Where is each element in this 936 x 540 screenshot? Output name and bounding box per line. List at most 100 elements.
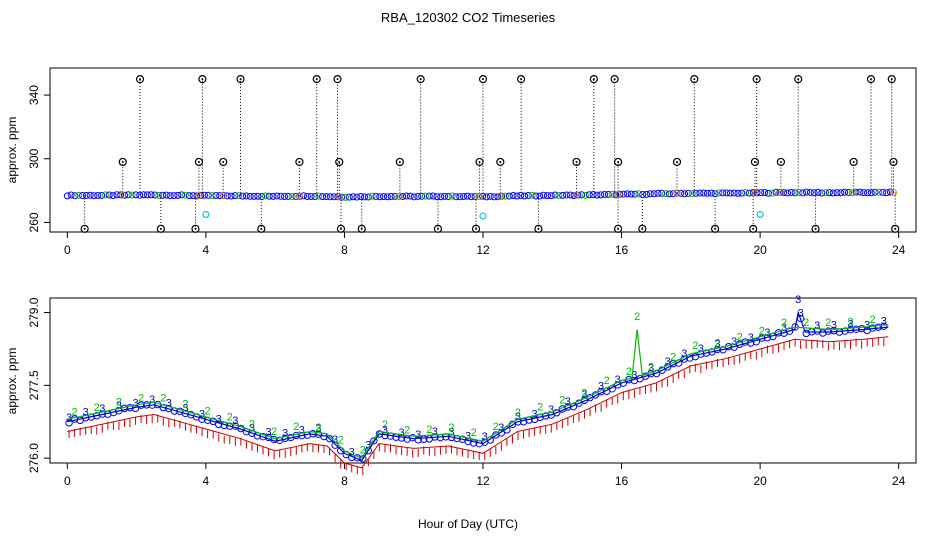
top-baseline-point xyxy=(696,189,704,197)
bottom-y-tick-label: 276.0 xyxy=(27,443,41,473)
top-spike-marker-low xyxy=(811,224,820,233)
bottom-x-tick-label: 24 xyxy=(892,474,906,488)
bottom-series-point-3 xyxy=(65,419,73,427)
top-baseline-point xyxy=(692,189,700,197)
top-baseline-point xyxy=(425,192,433,200)
top-spike-base-marker xyxy=(195,192,203,200)
bottom-series-label-3: 3 xyxy=(764,327,770,339)
top-baseline-point xyxy=(467,193,475,201)
top-baseline-point xyxy=(761,188,769,196)
top-cyan-point xyxy=(756,210,764,219)
bottom-y-axis-title: approx. ppm xyxy=(5,348,19,415)
top-baseline-point xyxy=(300,192,308,200)
bottom-series-point-3 xyxy=(414,436,422,444)
top-spike-markers xyxy=(80,75,900,233)
top-spike-marker-high-dot xyxy=(592,78,595,81)
top-spike-marker-high xyxy=(333,75,342,84)
top-baseline-point xyxy=(585,191,593,199)
top-baseline-point xyxy=(806,188,814,196)
top-baseline-point xyxy=(772,188,780,196)
bottom-series-label-2: 2 xyxy=(559,395,565,407)
bottom-series-label-2: 2 xyxy=(648,362,654,374)
bottom-series-point-3 xyxy=(846,325,855,334)
top-baseline-point xyxy=(246,192,254,200)
bottom-x-tick-label: 4 xyxy=(203,474,210,488)
bottom-series-point-3 xyxy=(370,437,378,445)
top-baseline-point xyxy=(505,192,513,200)
top-baseline-point xyxy=(273,192,281,200)
bottom-series-label-2: 2 xyxy=(338,434,344,446)
top-spike-marker-mid xyxy=(219,157,228,167)
top-spike-marker-mid-dot xyxy=(575,160,578,163)
top-baseline-point xyxy=(852,188,860,196)
top-baseline-point xyxy=(421,192,429,200)
top-x-tick-label: 20 xyxy=(753,243,767,257)
bottom-series-label-2: 2 xyxy=(581,387,587,399)
bottom-series-label-2: 2 xyxy=(537,402,543,414)
top-spike-base-marker xyxy=(751,189,759,197)
top-baseline-point xyxy=(204,191,212,199)
top-baseline-point xyxy=(250,192,258,200)
top-baseline-point xyxy=(730,189,738,197)
bottom-series-point-3 xyxy=(752,338,761,346)
top-baseline-point xyxy=(170,192,178,200)
bottom-series-label-3: 3 xyxy=(598,381,604,393)
top-baseline-point xyxy=(837,189,845,197)
top-baseline-point xyxy=(810,189,818,197)
top-spike-marker-mid-dot xyxy=(197,160,200,163)
top-baseline-point xyxy=(738,189,746,197)
top-baseline-point xyxy=(349,193,357,201)
bottom-series-point-3 xyxy=(142,401,151,409)
top-baseline-point xyxy=(235,192,243,200)
top-baseline-point xyxy=(597,191,605,199)
top-baseline-point xyxy=(799,189,807,197)
bottom-series-label-3: 3 xyxy=(465,430,471,442)
top-baseline-point xyxy=(448,192,456,200)
bottom-series-label-3: 3 xyxy=(266,426,272,438)
top-spike-marker-mid xyxy=(475,157,484,167)
top-baseline-point xyxy=(646,190,654,198)
top-baseline-point xyxy=(109,192,117,200)
top-baseline-point xyxy=(155,191,163,199)
top-baseline-point xyxy=(82,191,90,199)
top-baseline-point xyxy=(589,191,597,199)
bottom-series-point-3 xyxy=(237,424,245,433)
bottom-series-label-2: 2 xyxy=(448,422,454,434)
top-baseline-point xyxy=(684,189,692,197)
top-baseline-point xyxy=(715,189,723,197)
top-spike-marker-low xyxy=(534,224,543,233)
top-baseline-point xyxy=(479,192,487,200)
bottom-series-label-3: 3 xyxy=(781,322,787,334)
top-baseline-point xyxy=(429,192,437,200)
top-baseline-point xyxy=(681,190,689,198)
top-x-tick-label: 0 xyxy=(64,243,71,257)
bottom-series-label-2: 2 xyxy=(182,398,188,410)
top-spike-base-marker xyxy=(335,193,343,201)
top-spike-marker-low-dot xyxy=(436,227,439,230)
top-baseline-point xyxy=(703,189,711,197)
top-spike-marker-low xyxy=(891,224,900,233)
bottom-series-label-3: 3 xyxy=(66,412,72,424)
top-baseline-point xyxy=(406,192,414,200)
top-baseline-point xyxy=(875,188,883,196)
top-spike-lines xyxy=(84,79,896,229)
bottom-series-label-3: 3 xyxy=(731,336,737,348)
top-spike-marker-low xyxy=(80,224,89,233)
top-baseline-point xyxy=(227,192,235,200)
bottom-series-label-2: 2 xyxy=(515,407,521,419)
top-baseline-point xyxy=(166,192,174,200)
bottom-series-label-2: 2 xyxy=(870,314,876,326)
bottom-series-label-3: 3 xyxy=(881,315,887,327)
top-baseline-point xyxy=(281,193,289,201)
bottom-series-label-3: 3 xyxy=(615,374,621,386)
top-x-tick-label: 12 xyxy=(476,243,490,257)
top-spike-marker-low xyxy=(471,224,481,233)
top-baseline-point xyxy=(783,189,791,197)
top-baseline-point xyxy=(787,188,795,196)
bottom-series-point-3 xyxy=(98,410,107,418)
bottom-series-line-2 xyxy=(67,324,889,459)
top-baseline-point xyxy=(841,188,849,196)
bottom-series-point-3 xyxy=(702,349,711,357)
bottom-series-label-3: 3 xyxy=(748,332,754,344)
